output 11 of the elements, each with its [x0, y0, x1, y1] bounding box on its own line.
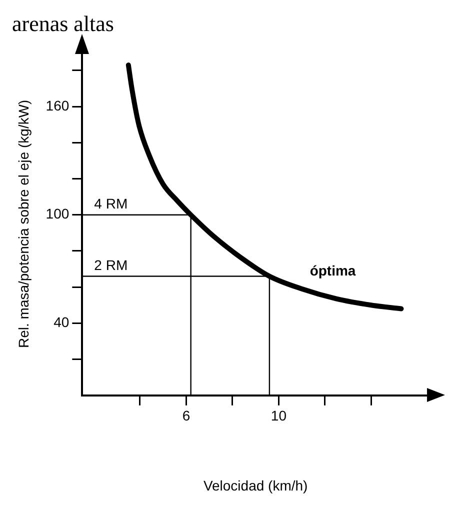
- chart-title: arenas altas: [12, 10, 114, 36]
- x-axis-title: Velocidad (km/h): [203, 477, 308, 494]
- x-tick-label: 10: [270, 408, 287, 424]
- y-tick-label: 160: [46, 97, 70, 114]
- y-tick-label: 40: [54, 314, 70, 330]
- series-label: 4 RM: [94, 196, 128, 212]
- series-label: óptima: [310, 262, 356, 279]
- x-tick-label: 6: [182, 408, 190, 424]
- y-axis-title: Rel. masa/potencia sobre el eje (kg/kW): [15, 100, 32, 348]
- series-label: 2 RM: [94, 257, 128, 274]
- y-tick-label: 100: [46, 206, 70, 222]
